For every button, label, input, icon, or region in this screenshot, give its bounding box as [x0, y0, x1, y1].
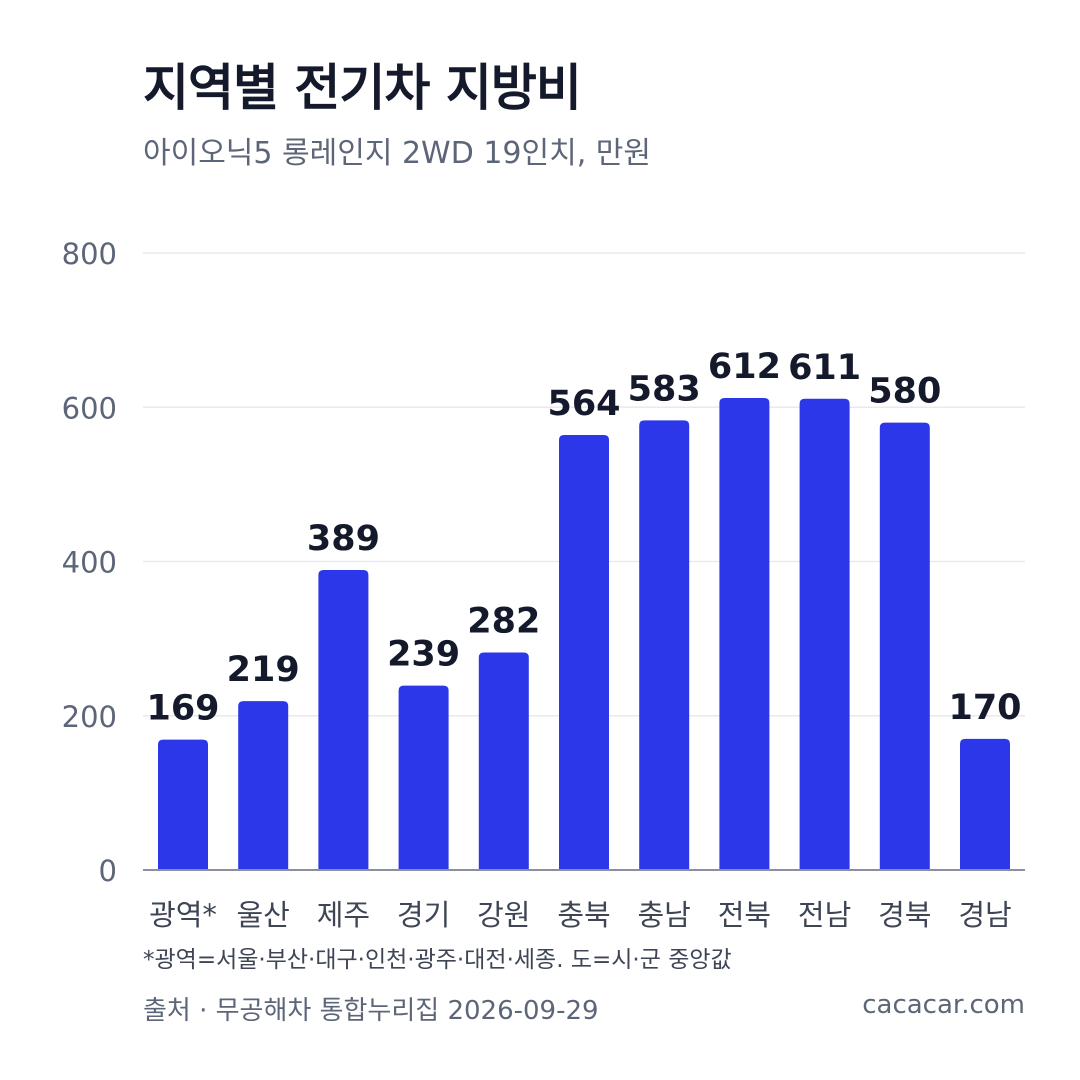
y-axis-ticks: 0 200 400 600 800 [62, 237, 117, 888]
x-tick-label: 전북 [718, 898, 771, 932]
bar [398, 685, 449, 870]
chart-subtitle: 아이오닉5 롱레인지 2WD 19인치, 만원 [143, 136, 651, 171]
x-tick-label: 광역* [149, 898, 217, 932]
bar-value-label: 282 [467, 602, 540, 642]
x-tick-label: 전남 [798, 898, 851, 932]
bar [318, 569, 369, 870]
bar-value-label: 580 [868, 372, 941, 412]
bar [639, 420, 690, 870]
source-credit: 출처 · 무공해차 통합누리집 2026-09-29 [143, 996, 599, 1026]
bar [478, 652, 529, 870]
x-tick-label: 경기 [397, 898, 450, 932]
x-tick-label: 경북 [878, 898, 931, 932]
x-tick-label: 충남 [638, 898, 691, 932]
y-tick-label: 0 [99, 854, 117, 888]
bar-value-label: 611 [788, 348, 861, 388]
y-tick-label: 600 [62, 391, 117, 425]
bar [158, 739, 208, 870]
bar [799, 398, 850, 870]
x-tick-label: 강원 [477, 898, 530, 932]
y-tick-label: 400 [62, 546, 117, 580]
bar [238, 701, 289, 870]
bar [719, 397, 770, 870]
x-axis-ticks: 광역* 울산 제주 경기 강원 충북 충남 전북 전남 경북 경남 [149, 898, 1012, 932]
x-tick-label: 제주 [317, 898, 370, 932]
y-tick-label: 200 [62, 700, 117, 734]
bar [559, 435, 609, 870]
bar-value-label: 612 [708, 347, 781, 387]
bar [960, 738, 1010, 870]
chart-title: 지역별 전기차 지방비 [143, 59, 582, 117]
site-name: cacacar.com [862, 990, 1025, 1020]
bar-value-label: 564 [547, 384, 620, 424]
bar-value-label: 389 [307, 519, 380, 559]
x-tick-label: 충북 [557, 898, 610, 932]
chart-footnote: *광역=서울·부산·대구·인천·광주·대전·세종. 도=시·군 중앙값 [143, 947, 732, 973]
y-tick-label: 800 [62, 237, 117, 271]
bar-value-label: 170 [948, 688, 1021, 728]
bar-value-label: 583 [628, 369, 701, 409]
bars [158, 397, 1010, 870]
x-tick-label: 경남 [958, 898, 1011, 932]
bar-value-label: 169 [146, 689, 219, 729]
bar-value-label: 239 [387, 635, 460, 675]
x-tick-label: 울산 [237, 898, 290, 932]
bar-value-label: 219 [227, 650, 300, 690]
bar [879, 422, 930, 870]
